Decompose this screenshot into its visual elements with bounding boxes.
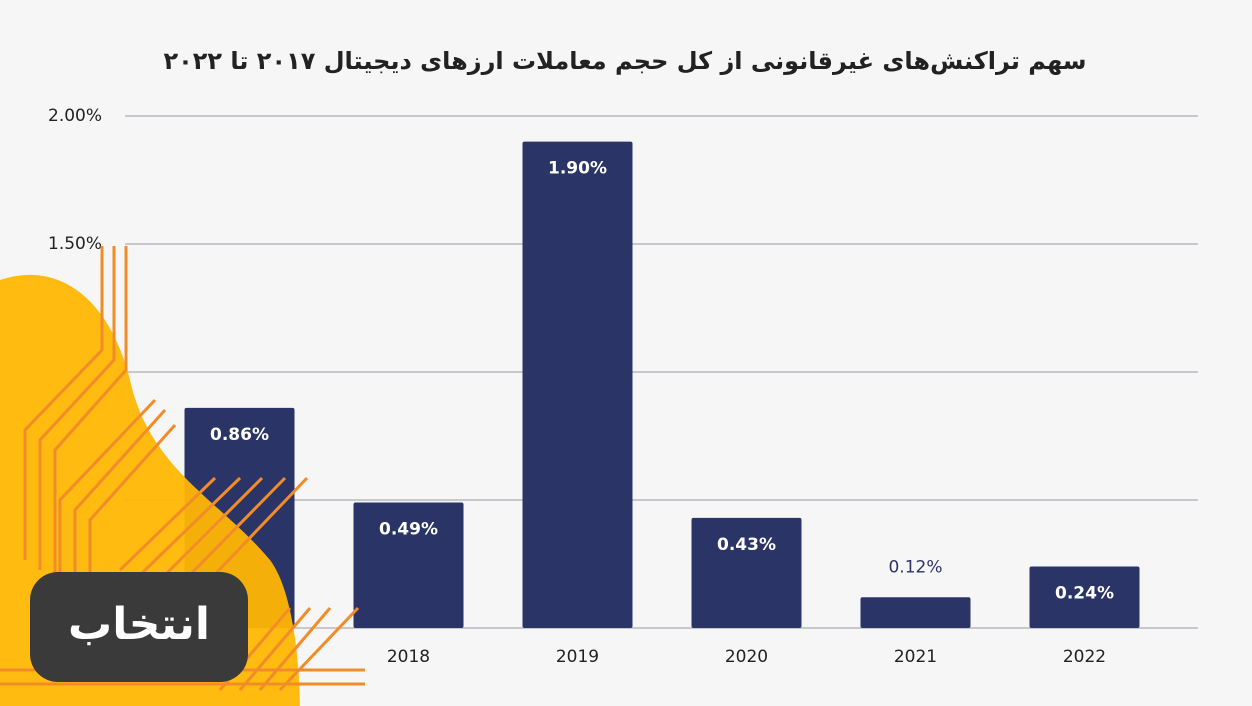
value-label: 0.86% (210, 425, 269, 445)
bar (691, 517, 802, 628)
value-label: 0.12% (888, 557, 942, 577)
bar (1029, 566, 1140, 628)
bar (353, 502, 464, 628)
x-tick-label: 2022 (1063, 647, 1106, 667)
value-label: 0.24% (1055, 584, 1114, 604)
bar (860, 597, 971, 628)
x-tick-label: 2020 (725, 647, 768, 667)
x-tick-label: 2018 (387, 647, 430, 667)
logo-text: انتخاب (68, 599, 210, 650)
logo-box (30, 572, 248, 682)
value-label: 0.49% (379, 520, 438, 540)
y-tick-label: 2.00% (48, 106, 102, 126)
chart-title: سهم تراکنش‌های غیرقانونی از کل حجم معامل… (163, 47, 1086, 75)
bar (522, 141, 633, 628)
x-tick-label: 2021 (894, 647, 937, 667)
x-tick-label: 2019 (556, 647, 599, 667)
value-label: 0.43% (717, 535, 776, 555)
y-tick-label: 1.50% (48, 234, 102, 254)
value-label: 1.90% (548, 159, 607, 179)
decoration: انتخاب (0, 246, 365, 706)
